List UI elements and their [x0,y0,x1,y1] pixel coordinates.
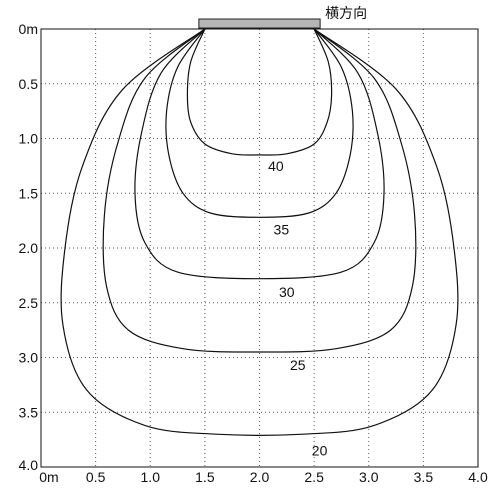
contour-curve-30 [134,28,385,280]
source-label: 横方向 [325,6,367,22]
contour-labels: 40 35 30 25 20 [268,158,327,459]
contour-label-35: 35 [274,221,290,237]
x-tick-label: 0.5 [86,469,106,485]
y-tick-label: 2.5 [19,295,39,311]
contour-curve-20 [60,28,459,436]
contour-curves [60,28,459,436]
x-tick-label: 3.5 [414,469,434,485]
contour-curve-40 [186,28,333,156]
x-tick-label: 1.0 [141,469,161,485]
x-tick-label: 2.5 [304,469,324,485]
x-tick-label: 0m [39,469,58,485]
contour-label-40: 40 [268,158,284,174]
x-tick-label: 1.5 [195,469,215,485]
y-tick-label: 1.0 [19,131,39,147]
y-tick-label: 2.0 [19,240,39,256]
y-tick-label: 1.5 [19,185,39,201]
y-tick-label: 3.5 [19,404,39,420]
grid [41,29,478,467]
x-tick-label: 3.0 [359,469,379,485]
y-tick-label: 0.5 [19,76,39,92]
contour-curve-25 [102,28,417,353]
x-tick-label: 2.0 [250,469,270,485]
contour-label-20: 20 [312,443,328,459]
source-bar [198,18,321,29]
plot-frame [40,28,479,468]
y-tick-label: 0m [19,21,38,37]
contour-label-25: 25 [290,357,306,373]
contour-label-30: 30 [279,284,295,300]
contour-curve-35 [165,28,354,218]
y-tick-label: 3.0 [19,350,39,366]
y-tick-label: 4.0 [19,457,39,473]
x-axis-ticks: 0m 0.5 1.0 1.5 2.0 2.5 3.0 3.5 4.0 [39,469,488,485]
y-axis-ticks: 0m 0.5 1.0 1.5 2.0 2.5 3.0 3.5 4.0 [19,21,39,473]
x-tick-label: 4.0 [468,469,488,485]
